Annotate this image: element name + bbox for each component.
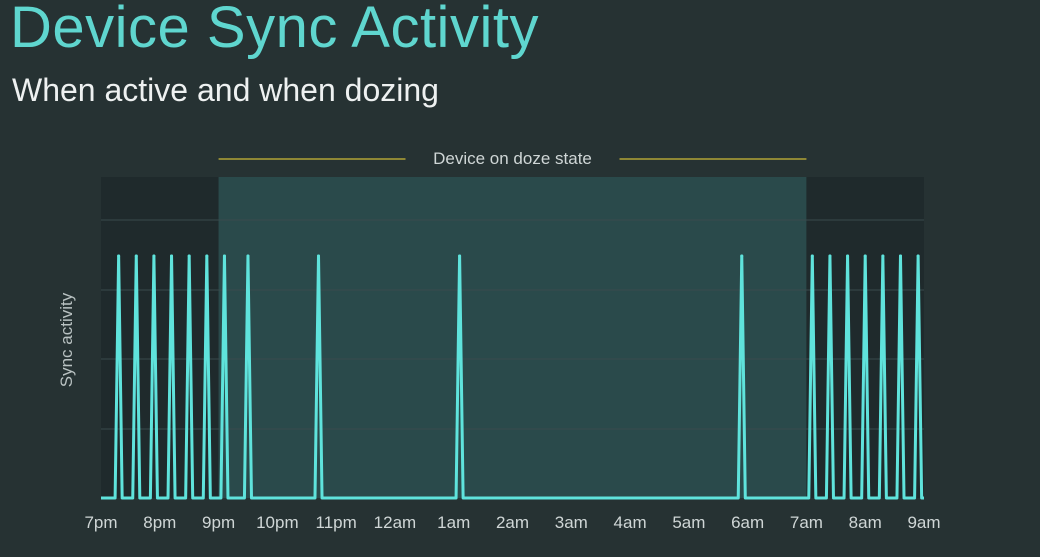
- sync-spike-4: [170, 254, 174, 258]
- sync-spike-2: [134, 254, 138, 258]
- sync-spike-16: [881, 254, 885, 258]
- sync-spike-8: [246, 254, 250, 258]
- chart-title: Device Sync Activity: [10, 0, 539, 60]
- x-tick-6am: 6am: [731, 513, 764, 532]
- series-line-1: [101, 254, 924, 500]
- x-tick-4am: 4am: [614, 513, 647, 532]
- x-tick-2am: 2am: [496, 513, 529, 532]
- sync-spike-18: [916, 254, 920, 258]
- x-tick-9am: 9am: [907, 513, 940, 532]
- x-tick-7am: 7am: [790, 513, 823, 532]
- sync-spike-13: [828, 254, 832, 258]
- sync-spike-10: [458, 254, 462, 258]
- chart-subtitle: When active and when dozing: [12, 72, 439, 108]
- sync-spike-6: [205, 254, 209, 258]
- doze-state-label: Device on doze state: [433, 149, 592, 168]
- y-axis-label: Sync activity: [57, 292, 76, 387]
- sync-spike-5: [187, 254, 191, 258]
- sync-spike-7: [222, 254, 226, 258]
- x-tick-7pm: 7pm: [84, 513, 117, 532]
- sync-spike-9: [317, 254, 321, 258]
- sync-spike-17: [898, 254, 902, 258]
- sync-spike-3: [152, 254, 156, 258]
- sync-spike-1: [117, 254, 121, 258]
- x-tick-10pm: 10pm: [256, 513, 299, 532]
- x-tick-3am: 3am: [555, 513, 588, 532]
- x-tick-12am: 12am: [374, 513, 417, 532]
- x-tick-8am: 8am: [849, 513, 882, 532]
- sync-spike-11: [740, 254, 744, 258]
- sync-spike-15: [863, 254, 867, 258]
- x-tick-5am: 5am: [672, 513, 705, 532]
- sync-spike-14: [846, 254, 850, 258]
- x-tick-1am: 1am: [437, 513, 470, 532]
- x-tick-9pm: 9pm: [202, 513, 235, 532]
- x-tick-8pm: 8pm: [143, 513, 176, 532]
- doze-band: [218, 177, 807, 498]
- sync-spike-12: [810, 254, 814, 258]
- x-tick-11pm: 11pm: [316, 513, 357, 532]
